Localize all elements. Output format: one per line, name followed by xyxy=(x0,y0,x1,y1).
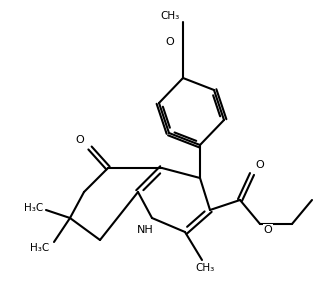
Text: O: O xyxy=(75,135,84,145)
Text: CH₃: CH₃ xyxy=(160,11,179,21)
Text: NH: NH xyxy=(137,225,153,235)
Text: O: O xyxy=(166,37,174,47)
Text: H₃C: H₃C xyxy=(30,243,50,253)
Text: O: O xyxy=(256,160,264,170)
Text: CH₃: CH₃ xyxy=(195,263,214,273)
Text: O: O xyxy=(264,225,272,235)
Text: H₃C: H₃C xyxy=(24,203,44,213)
